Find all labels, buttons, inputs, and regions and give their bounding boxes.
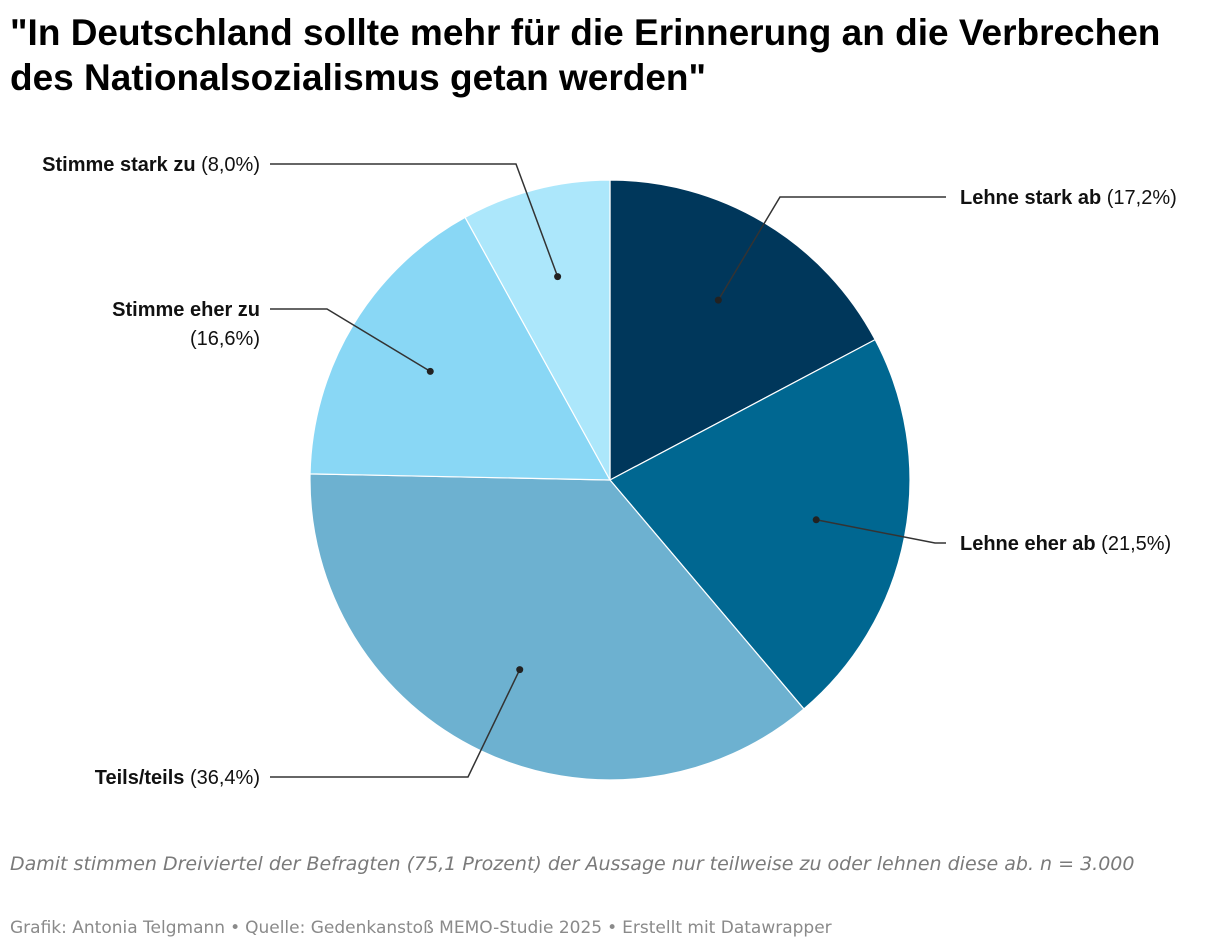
leader-dot (426, 367, 434, 375)
slice-label-name: Lehne stark ab (960, 187, 1101, 209)
slice-label: Stimme stark zu (8,0%) (42, 154, 260, 176)
byline-source: Quelle: Gedenkanstoß MEMO-Studie 2025 (245, 918, 603, 938)
leader-dot (812, 516, 820, 524)
slice-label: Lehne stark ab (17,2%) (960, 187, 1177, 209)
leader-line (270, 669, 521, 778)
slice-label-value: (17,2%) (1101, 187, 1177, 209)
pie-slice-stimme-stark-zu (464, 179, 611, 481)
byline-separator: • (607, 918, 618, 938)
slice-label-value: (16,6%) (190, 328, 260, 350)
leader-line (717, 196, 946, 301)
byline-credit: Grafik: Antonia Telgmann (10, 918, 226, 938)
slice-label: Teils/teils (36,4%) (95, 767, 260, 789)
slice-label-value: (36,4%) (184, 767, 260, 789)
slice-label-value: (8,0%) (196, 154, 260, 176)
chart-byline: Grafik: Antonia Telgmann • Quelle: Gedenka… (10, 917, 832, 939)
label-leaders (270, 163, 946, 778)
leader-line (270, 163, 559, 277)
leader-line (816, 519, 946, 544)
slice-label-value: (21,5%) (1096, 533, 1172, 555)
slice-label-name: Stimme eher zu (112, 299, 260, 321)
leader-line (270, 308, 431, 373)
slice-label: Lehne eher ab (21,5%) (960, 533, 1171, 555)
slice-label-name: Lehne eher ab (960, 533, 1096, 555)
slice-label-name: Teils/teils (95, 767, 185, 789)
slice-label: Stimme eher zu (16,6%) (112, 299, 260, 350)
chart-notes: Damit stimmen Dreiviertel der Befragten … (10, 853, 1135, 875)
leader-dot (714, 296, 722, 304)
leader-dot (516, 666, 524, 674)
chart-title: "In Deutschland sollte mehr für die Erin… (10, 12, 1161, 98)
slice-labels: Lehne stark ab (17,2%) Lehne eher ab (21,… (42, 154, 1177, 789)
leader-dot (554, 273, 562, 281)
pie-slices (309, 179, 911, 781)
slice-label-name: Stimme stark zu (42, 154, 195, 176)
byline-separator: • (230, 918, 241, 938)
byline-tool: Erstellt mit Datawrapper (622, 918, 832, 938)
